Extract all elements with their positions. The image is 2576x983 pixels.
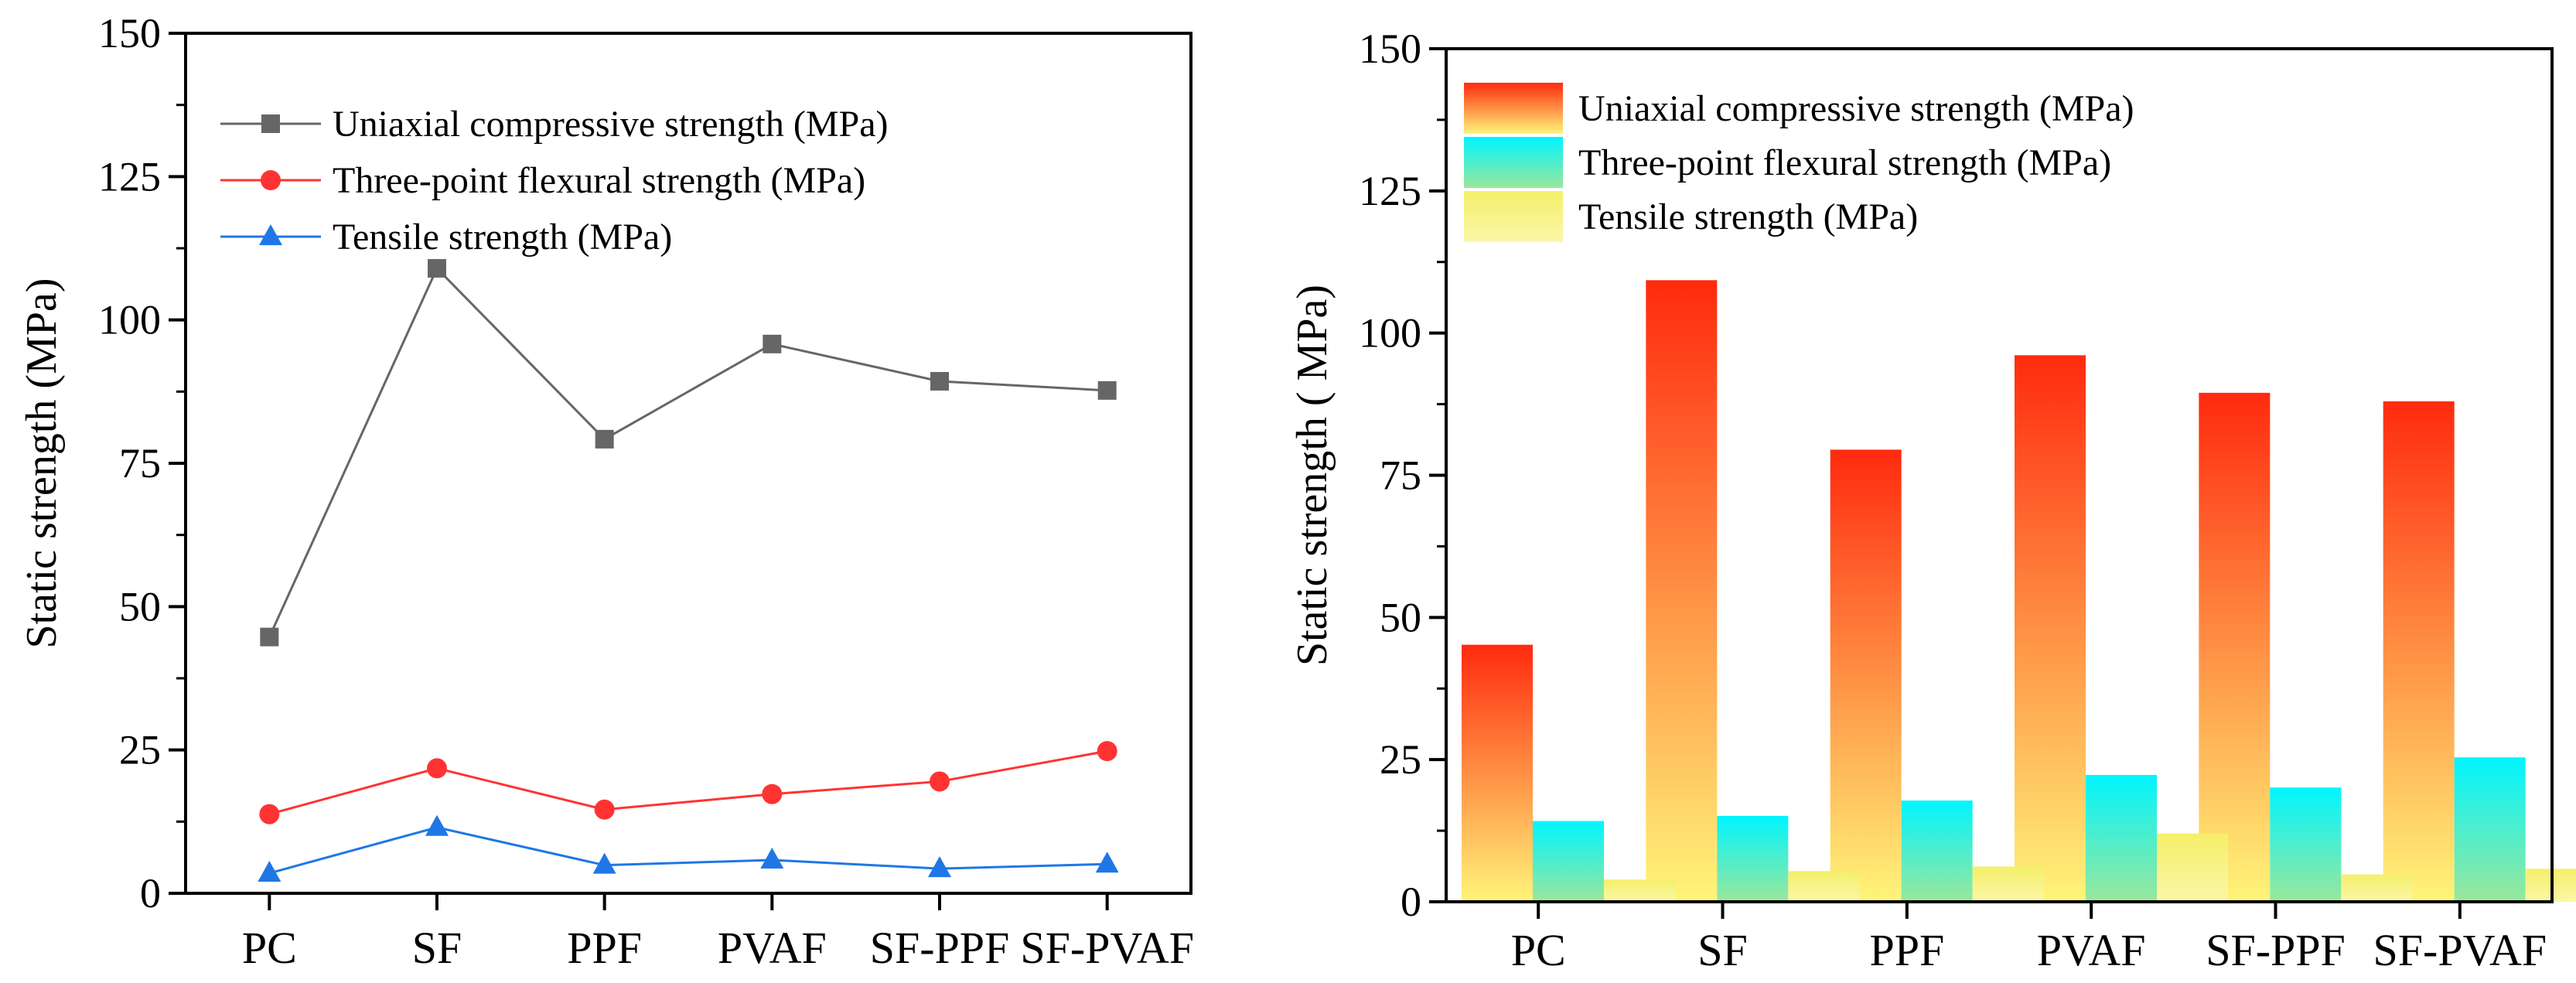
y-tick-label: 100	[1359, 310, 1421, 357]
legend-label: Tensile strength (MPa)	[333, 217, 672, 258]
x-tick-label: PC	[1511, 925, 1566, 975]
legend-marker	[261, 114, 280, 133]
data-point	[258, 861, 281, 882]
x-tick-label: PVAF	[2037, 925, 2146, 975]
x-tick-label: SF-PPF	[870, 923, 1010, 973]
x-tick-label: PPF	[1869, 925, 1944, 975]
series-line	[268, 266, 1107, 638]
data-point	[1097, 741, 1117, 762]
x-tick-label: PPF	[567, 923, 642, 973]
y-tick-label: 25	[1380, 736, 1421, 783]
bar	[1788, 871, 1860, 902]
legend-label: Three-point flexural strength (MPa)	[1578, 142, 2111, 183]
y-tick-label: 125	[1359, 168, 1421, 214]
line-chart: 0 25 50 75 100 125 150 PC SF PPF PVAF SF-PPF SF-PVAF…	[18, 10, 1194, 973]
data-point	[760, 848, 784, 869]
data-point	[428, 258, 446, 278]
y-tick-label: 50	[119, 583, 161, 630]
y-tick-label: 25	[119, 727, 161, 773]
x-tick-label: SF	[412, 923, 462, 973]
bar	[1901, 800, 1973, 902]
y-tick-label: 150	[1359, 26, 1421, 72]
legend-label: Tensile strength (MPa)	[1578, 196, 1918, 237]
legend-marker	[259, 224, 282, 245]
data-point	[260, 627, 279, 647]
data-point	[763, 334, 782, 353]
y-tick-label: 0	[140, 870, 161, 916]
legend-swatch	[1464, 137, 1563, 188]
y-tick-label: 150	[98, 10, 161, 56]
bar	[2157, 833, 2228, 902]
y-axis-title: Static strength ( MPa)	[1288, 285, 1336, 666]
data-point	[427, 758, 447, 779]
legend-label: Uniaxial compressive strength (MPa)	[1578, 88, 2134, 129]
series-line	[268, 826, 1107, 875]
data-point	[1097, 381, 1117, 400]
bar	[1830, 449, 1902, 902]
y-tick-label: 0	[1401, 879, 1421, 925]
bar	[2199, 392, 2271, 902]
legend-label: Uniaxial compressive strength (MPa)	[333, 104, 889, 145]
y-axis-title: Static strength (MPa)	[18, 278, 66, 648]
y-tick-label: 75	[119, 440, 161, 486]
data-point	[595, 429, 614, 449]
bar	[1972, 866, 2044, 902]
x-tick-label: SF-PPF	[2206, 925, 2346, 975]
data-point	[762, 783, 783, 804]
bar	[1462, 644, 1533, 902]
bar	[2015, 355, 2086, 902]
data-point	[1095, 852, 1119, 873]
bar	[2454, 757, 2526, 902]
bar	[1533, 821, 1604, 902]
data-point	[928, 856, 951, 878]
bar	[1646, 280, 1718, 903]
bar	[2341, 874, 2413, 902]
legend-label: Three-point flexural strength (MPa)	[333, 160, 865, 201]
x-tick-label: PVAF	[718, 923, 827, 973]
data-point	[259, 804, 280, 824]
bar-chart: 0 25 50 75 100 125 150 PC SF PPF PVAF SF-PPF SF-PVAF…	[1288, 26, 2576, 975]
y-tick-label: 50	[1380, 594, 1421, 640]
y-tick-label: 125	[98, 153, 161, 200]
x-tick-label: SF	[1697, 925, 1748, 975]
bar	[1604, 879, 1675, 902]
bar	[2270, 787, 2342, 902]
legend-swatch	[1464, 191, 1563, 242]
data-point	[930, 371, 949, 391]
bar	[2086, 775, 2157, 902]
y-tick-label: 100	[98, 297, 161, 343]
data-point	[592, 852, 616, 874]
y-tick-label: 75	[1380, 452, 1421, 499]
legend-swatch	[1464, 83, 1563, 134]
bar	[1717, 815, 1789, 902]
x-tick-label: SF-PVAF	[2373, 925, 2547, 975]
series-line	[268, 749, 1107, 816]
x-tick-label: SF-PVAF	[1020, 923, 1194, 973]
legend-marker	[261, 170, 281, 190]
data-point	[594, 799, 615, 820]
data-point	[930, 771, 950, 792]
x-tick-label: PC	[242, 923, 297, 973]
data-point	[425, 814, 449, 836]
bar	[2383, 401, 2455, 902]
